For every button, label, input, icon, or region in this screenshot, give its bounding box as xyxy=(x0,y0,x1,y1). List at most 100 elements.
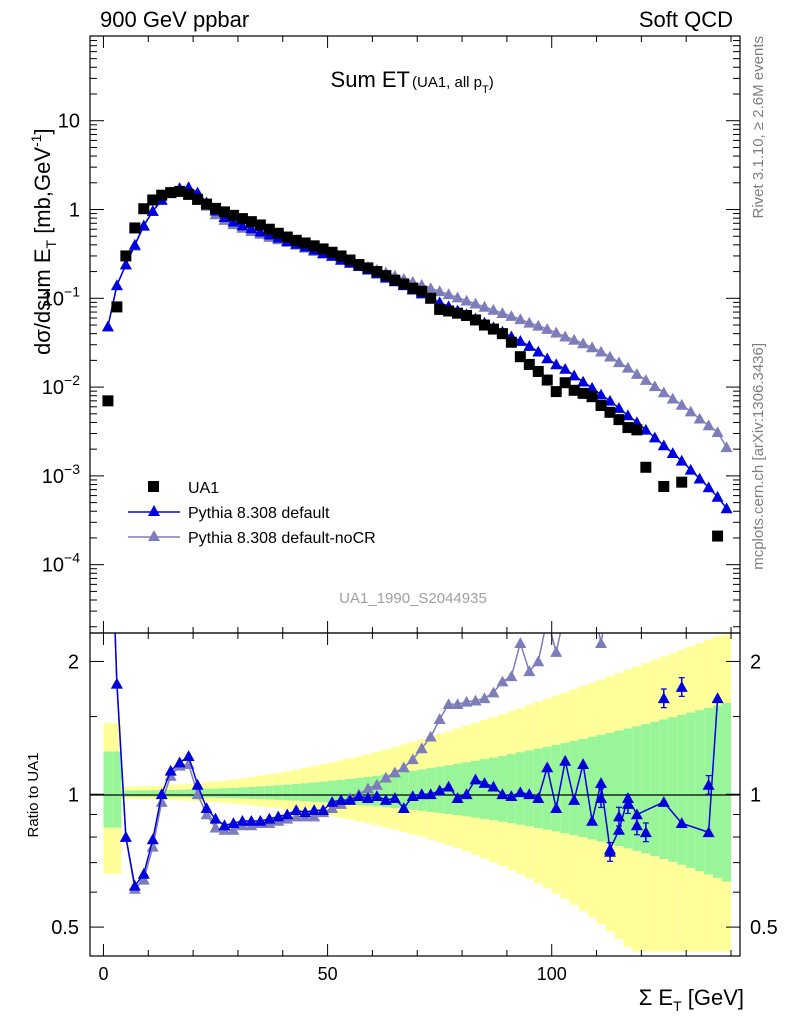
point-default xyxy=(693,472,706,484)
ratio-point-nocr xyxy=(586,591,598,602)
point-nocr xyxy=(648,380,661,392)
ratio-band-inner xyxy=(121,790,131,797)
point-ua1 xyxy=(487,323,499,335)
ratio-point-default xyxy=(119,831,132,842)
point-default xyxy=(550,358,563,370)
ratio-band-inner xyxy=(220,788,229,798)
point-ua1 xyxy=(344,254,356,266)
point-nocr xyxy=(711,426,724,438)
ratio-band-inner xyxy=(148,790,158,797)
ratio-band-inner xyxy=(668,717,678,862)
ratio-band-inner xyxy=(695,710,705,872)
ratio-point-default xyxy=(532,792,545,803)
legend-marker-nocr xyxy=(148,530,160,541)
ratio-point-nocr xyxy=(550,646,563,657)
ratio-band-inner xyxy=(399,772,409,809)
ratio-band-inner xyxy=(345,778,355,805)
ratio-point-default-err xyxy=(657,692,670,704)
point-nocr xyxy=(460,294,473,306)
ratio-point-nocr xyxy=(415,742,428,754)
header-right: Soft QCD xyxy=(639,7,733,32)
ratio-band-inner xyxy=(166,789,176,797)
ratio-band-inner xyxy=(291,783,301,801)
ratio-point-default xyxy=(182,750,195,761)
point-default xyxy=(227,215,240,227)
ratio-point-default xyxy=(442,780,455,792)
legend-label-default: Pythia 8.308 default xyxy=(188,505,330,522)
point-nocr xyxy=(577,337,590,349)
ratio-point-default xyxy=(110,677,123,689)
ratio-band-inner xyxy=(578,738,588,838)
point-nocr xyxy=(630,368,643,379)
ratio-band-inner xyxy=(632,726,642,851)
ratio-band-inner xyxy=(282,784,292,801)
ratio-point-default xyxy=(415,788,428,800)
ratio-band-inner xyxy=(722,703,732,882)
ratio-band-inner xyxy=(641,724,651,854)
main-panel: 10 1 10−1 10−2 10−3 10−4 Sum ET (UA1, all pT)… xyxy=(28,35,741,634)
ratio-point-nocr xyxy=(397,761,410,773)
point-ua1 xyxy=(165,187,177,199)
point-default xyxy=(666,447,679,459)
point-ua1 xyxy=(290,234,302,246)
ratio-point-nocr xyxy=(308,810,321,822)
point-ua1 xyxy=(586,391,598,403)
point-ua1 xyxy=(192,193,204,205)
point-default xyxy=(523,340,536,351)
point-ua1 xyxy=(362,262,374,274)
ratio-point-default xyxy=(218,819,231,831)
point-default xyxy=(146,205,159,216)
point-nocr xyxy=(469,297,482,309)
point-ua1 xyxy=(218,206,230,218)
x-tick-label: 0 xyxy=(98,964,108,984)
ratio-band-inner xyxy=(686,712,696,868)
ratio-point-default xyxy=(370,790,383,801)
point-default xyxy=(595,388,608,400)
ratio-point-default xyxy=(595,777,608,788)
point-ua1 xyxy=(425,292,437,304)
ratio-point-nocr xyxy=(406,753,419,765)
point-ua1 xyxy=(281,231,293,243)
point-default xyxy=(604,394,616,406)
point-ua1 xyxy=(236,213,248,225)
point-nocr xyxy=(478,300,491,312)
point-ua1 xyxy=(227,209,239,221)
y-axis-title: dσ/dsum ET [mb,GeV-1] xyxy=(28,128,59,355)
y-axis-title-sub: T xyxy=(43,239,59,248)
ratio-band-inner xyxy=(506,754,516,824)
ratio-y-tick-label: 1 xyxy=(68,784,79,806)
ratio-point-default xyxy=(397,802,410,813)
point-nocr xyxy=(514,313,527,325)
y-tick-label: 1 xyxy=(69,200,80,222)
point-ua1 xyxy=(505,336,517,348)
ratio-point-default xyxy=(406,790,419,801)
ratio-point-nocr xyxy=(505,670,518,682)
ratio-point-default xyxy=(299,806,312,818)
ratio-point-nocr xyxy=(478,692,491,704)
point-default xyxy=(577,375,590,387)
main-axis-ticks: 10 1 10−1 10−2 10−3 10−4 xyxy=(42,35,740,633)
ratio-point-default xyxy=(496,788,509,800)
point-ua1 xyxy=(353,259,365,271)
ratio-point-nocr xyxy=(604,584,616,595)
ratio-point-default xyxy=(137,867,150,879)
ratio-point-default xyxy=(568,794,581,805)
ratio-point-nocr xyxy=(577,621,589,632)
ratio-point-nocr xyxy=(514,637,527,648)
ratio-point-default xyxy=(388,792,401,803)
point-ua1 xyxy=(129,222,141,234)
x-axis-title-sub: T xyxy=(673,998,682,1014)
header-left: 900 GeV ppbar xyxy=(100,7,249,32)
point-default xyxy=(514,335,527,346)
point-nocr xyxy=(595,345,608,357)
ratio-band-inner xyxy=(471,760,480,818)
point-nocr xyxy=(550,326,563,338)
ratio-point-default xyxy=(361,792,374,803)
ratio-band-inner xyxy=(453,763,463,816)
x-tick-label: 50 xyxy=(318,964,338,984)
point-nocr xyxy=(424,282,437,293)
point-nocr xyxy=(532,319,545,331)
ratio-point-default xyxy=(155,788,168,800)
series-line-nocr xyxy=(107,186,728,448)
